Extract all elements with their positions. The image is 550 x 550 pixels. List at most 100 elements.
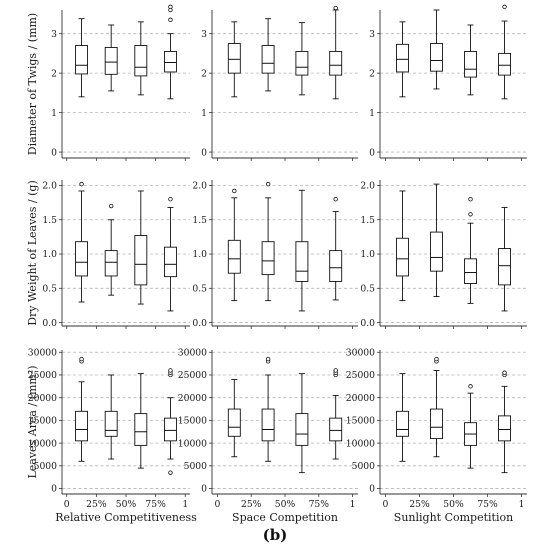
x-tick-label: 0 [214, 499, 220, 510]
x-tick-label: 25% [409, 499, 430, 510]
iqr-box [295, 241, 309, 282]
y-tick-label: 5000 [34, 461, 58, 472]
y-tick-label: 0.0 [192, 318, 207, 329]
iqr-box [329, 50, 343, 76]
y-tick-label: 25000 [28, 370, 57, 381]
y-tick-label: 1.0 [360, 249, 375, 260]
box-plot [163, 4, 177, 100]
y-tick-label: 2 [369, 68, 375, 79]
iqr-box [396, 410, 409, 437]
figure-caption: (b) [263, 526, 288, 544]
iqr-box [227, 408, 241, 437]
box-plot [227, 188, 241, 302]
panel-1-3: 0 1 2 3 [369, 4, 527, 161]
iqr-box [134, 235, 148, 286]
box-plot [498, 4, 511, 100]
y-tick-label: 0 [51, 147, 57, 158]
box-plot [261, 356, 275, 462]
box-plot [464, 384, 477, 469]
y-tick-label: 0 [201, 484, 207, 495]
x-axis-label: Space Competition [232, 511, 338, 524]
y-tick-label: 0.0 [360, 318, 375, 329]
y-tick-label: 3 [201, 29, 207, 40]
y-tick-label: 0 [201, 147, 207, 158]
box-plot [396, 21, 409, 98]
outlier-point [265, 356, 271, 362]
y-tick-label: 0.5 [192, 284, 207, 295]
box-plot [396, 373, 409, 462]
iqr-box [134, 413, 148, 446]
y-tick-label: 1.5 [42, 215, 57, 226]
outlier-point [168, 470, 173, 475]
y-tick-label: 15000 [346, 416, 375, 427]
x-tick-label: 0 [64, 499, 70, 510]
outlier-point [468, 196, 473, 202]
y-tick-label: 0 [369, 147, 375, 158]
iqr-box [261, 45, 275, 74]
x-tick-label: 50% [275, 499, 296, 510]
box-plot [227, 21, 241, 98]
box-plot [261, 18, 275, 92]
y-tick-label: 0.0 [42, 318, 57, 329]
y-tick-label: 20000 [178, 393, 207, 404]
iqr-box [295, 413, 309, 446]
iqr-box [104, 250, 118, 277]
box-plot [75, 18, 89, 98]
panel-1-1: 0 1 2 3 Diameter of Twigs / (mm) [26, 4, 190, 161]
outlier-point [333, 5, 338, 11]
box-plot [104, 203, 118, 296]
outlier-point [468, 384, 473, 389]
box-plot [75, 356, 89, 462]
iqr-box [498, 415, 511, 442]
y-tick-label: 20000 [28, 393, 57, 404]
iqr-box [430, 231, 443, 272]
box-plot [498, 370, 511, 474]
box-plot [134, 190, 148, 305]
y-tick-label: 1 [51, 108, 57, 119]
y-tick-label: 15000 [28, 416, 57, 427]
x-axis-label: Relative Competitiveness [55, 511, 197, 524]
y-tick-label: 1 [369, 108, 375, 119]
iqr-box [134, 45, 148, 77]
box-plot [104, 24, 118, 92]
iqr-box [104, 47, 118, 75]
box-plot [104, 374, 118, 460]
box-plot [430, 183, 443, 297]
x-tick-label: 1 [519, 499, 525, 510]
panel-3-2: 0 5000 10000 15000 20000 25000 30000 0 25% 50% 75%… [178, 347, 358, 524]
outlier-point [502, 4, 507, 10]
y-tick-label: 10000 [28, 438, 57, 449]
iqr-box [163, 417, 177, 442]
outlier-point [108, 203, 114, 209]
panel-3-1: 0 5000 10000 15000 20000 25000 30000 0 25% 50% 75%… [26, 347, 197, 524]
box-plot [227, 379, 241, 458]
panel-2-2: 0.0 0.5 1.0 1.5 2.0 [192, 180, 358, 329]
x-tick-label: 25% [241, 499, 262, 510]
iqr-box [104, 410, 118, 437]
iqr-box [163, 246, 177, 278]
y-tick-label: 30000 [28, 347, 57, 358]
y-tick-label: 3 [369, 29, 375, 40]
iqr-box [295, 50, 309, 76]
y-tick-label: 0 [51, 484, 57, 495]
box-plot [261, 181, 275, 302]
x-axis-label: Sunlight Competition [394, 511, 513, 524]
iqr-box [261, 241, 275, 276]
y-tick-label: 2 [51, 68, 57, 79]
x-tick-label: 1 [182, 499, 188, 510]
y-tick-label: 1.5 [360, 215, 375, 226]
box-plot [329, 368, 343, 460]
panel-3-3: 0 5000 10000 15000 20000 25000 30000 0 25% 50% 75%… [346, 347, 527, 524]
iqr-box [227, 43, 241, 74]
box-plot [295, 22, 309, 96]
iqr-box [163, 50, 177, 73]
iqr-box [261, 408, 275, 442]
y-tick-label: 1.5 [192, 215, 207, 226]
iqr-box [329, 250, 343, 282]
x-tick-label: 75% [145, 499, 166, 510]
iqr-box [329, 417, 343, 442]
y-tick-label: 30000 [178, 347, 207, 358]
